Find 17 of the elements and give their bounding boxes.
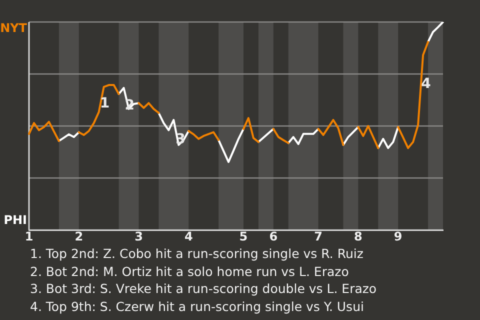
- ref-line-label: NYT: [0, 21, 28, 36]
- text: 1. Top 2nd: Z. Cobo hit a run-scoring single vs R. Ruiz: [30, 245, 364, 262]
- x-tick-label: 2: [74, 229, 84, 244]
- text: 4. Top 9th: S. Czerw hit a run-scoring single vs Y. Usui: [30, 298, 365, 315]
- x-tick-label: 3: [134, 229, 143, 244]
- x-tick-label: 7: [314, 229, 322, 244]
- x-tick-label: 6: [269, 229, 278, 244]
- x-tick-label: 8: [354, 229, 362, 244]
- x-tick-label: 4: [184, 229, 193, 244]
- text: 3. Bot 3rd: S. Vreke hit a run-scoring double vs L. Erazo: [30, 280, 377, 298]
- ref-line-label: PHI: [4, 213, 27, 228]
- annotation: 1: [100, 96, 110, 112]
- x-tick-label: 5: [239, 229, 248, 244]
- text: 2. Bot 2nd: M. Ortiz hit a solo home run vs L. Erazo: [30, 262, 350, 280]
- annotation: 4: [421, 76, 432, 92]
- x-tick-label: 1: [24, 229, 34, 244]
- x-tick-label: 9: [394, 229, 402, 244]
